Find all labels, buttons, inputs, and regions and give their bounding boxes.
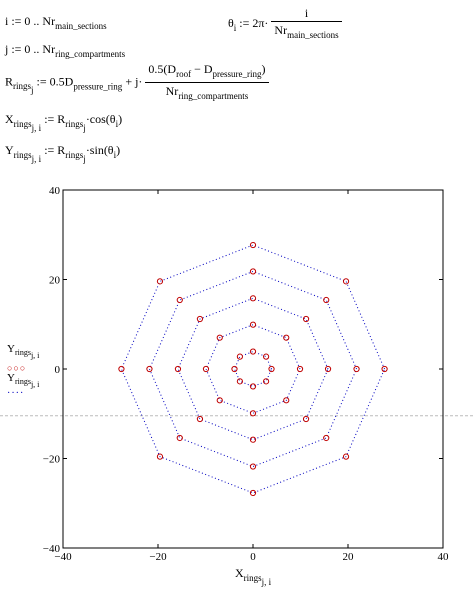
data-point-marker <box>324 365 332 373</box>
data-point-marker <box>118 365 125 373</box>
data-point-marker <box>283 334 290 341</box>
data-point-marker <box>249 268 257 275</box>
data-point-marker <box>236 353 244 360</box>
theta-definition: θi := 2π· i Nrmain_sections <box>228 6 342 42</box>
y-tick-label: 40 <box>49 185 61 197</box>
x-axis-label: Xringsj, i <box>235 566 272 587</box>
ring-polyline <box>205 324 301 414</box>
data-point-marker <box>249 295 257 302</box>
data-point-marker <box>353 365 360 373</box>
data-point-marker <box>323 434 330 442</box>
r-rings-definition: Rringsj := 0.5Dpressure_ring + j· 0.5(Dr… <box>5 62 269 103</box>
legend-entry-lines-symbol: ···· <box>7 388 25 399</box>
data-point-marker <box>216 334 223 341</box>
data-point-marker <box>262 378 270 385</box>
data-point-marker <box>249 410 257 417</box>
x-tick-label: 0 <box>250 551 256 563</box>
data-point-marker <box>216 397 223 404</box>
data-point-marker <box>268 365 275 373</box>
data-point-marker <box>249 383 257 390</box>
ring-polyline <box>177 297 329 441</box>
data-point-marker <box>249 321 257 328</box>
data-point-marker <box>249 348 257 355</box>
data-point-marker <box>302 315 310 323</box>
data-point-marker <box>296 365 304 373</box>
data-point-marker <box>342 278 350 285</box>
data-point-marker <box>249 436 257 443</box>
data-point-marker <box>174 365 182 373</box>
ring-polyline <box>233 351 272 387</box>
j-range-definition: j := 0 .. Nrring_compartments <box>5 42 126 59</box>
ring-polyline <box>120 244 386 494</box>
data-point-marker <box>323 296 330 304</box>
y-rings-definition: Yringsj, i := Rringsj·sin(θi) <box>5 143 121 164</box>
data-point-marker <box>236 378 244 385</box>
plot-frame <box>62 189 444 549</box>
ring-polyline <box>148 270 358 468</box>
data-point-marker <box>196 315 204 323</box>
y-tick-label: −40 <box>43 543 61 555</box>
data-point-marker <box>342 453 350 460</box>
data-point-marker <box>381 365 388 373</box>
plot-legend: Yringsj, i ○○○ Yringsj, i ···· <box>7 343 39 399</box>
data-point-marker <box>176 296 183 304</box>
data-point-marker <box>262 353 270 360</box>
data-point-marker <box>196 415 204 423</box>
x-tick-label: 20 <box>343 551 355 563</box>
x-tick-label: −40 <box>54 551 72 563</box>
i-range-definition: i := 0 .. Nrmain_sections <box>5 14 107 31</box>
y-tick-label: −20 <box>43 454 61 466</box>
legend-entry-lines-label: Yringsj, i <box>7 372 40 389</box>
data-point-marker <box>202 365 210 373</box>
data-point-marker <box>231 365 238 373</box>
y-tick-label: 0 <box>55 364 61 376</box>
legend-entry-markers-label: Yringsj, i <box>7 343 40 360</box>
theta-fraction: i Nrmain_sections <box>271 6 342 42</box>
data-point-marker <box>156 453 164 460</box>
data-point-marker <box>283 397 290 404</box>
legend-entry-markers-symbol: ○○○ <box>7 363 27 373</box>
data-point-marker <box>249 489 257 497</box>
data-point-marker <box>249 463 257 470</box>
axis-ticks: −40 −20 0 20 40 40 20 0 −20 −40 <box>43 185 449 563</box>
x-tick-label: 40 <box>438 551 450 563</box>
data-point-marker <box>249 241 257 249</box>
data-point-marker <box>156 278 164 285</box>
y-tick-label: 20 <box>49 275 61 287</box>
x-rings-definition: Xringsj, i := Rringsj·cos(θi) <box>5 112 123 133</box>
x-tick-label: −20 <box>149 551 167 563</box>
r-fraction: 0.5(Droof − Dpressure_ring) Nrring_compa… <box>145 62 269 103</box>
data-point-marker <box>146 365 153 373</box>
series-dotted-lines <box>120 244 386 494</box>
data-point-marker <box>176 434 183 442</box>
series-circle-markers <box>118 241 388 497</box>
data-point-marker <box>302 415 310 423</box>
